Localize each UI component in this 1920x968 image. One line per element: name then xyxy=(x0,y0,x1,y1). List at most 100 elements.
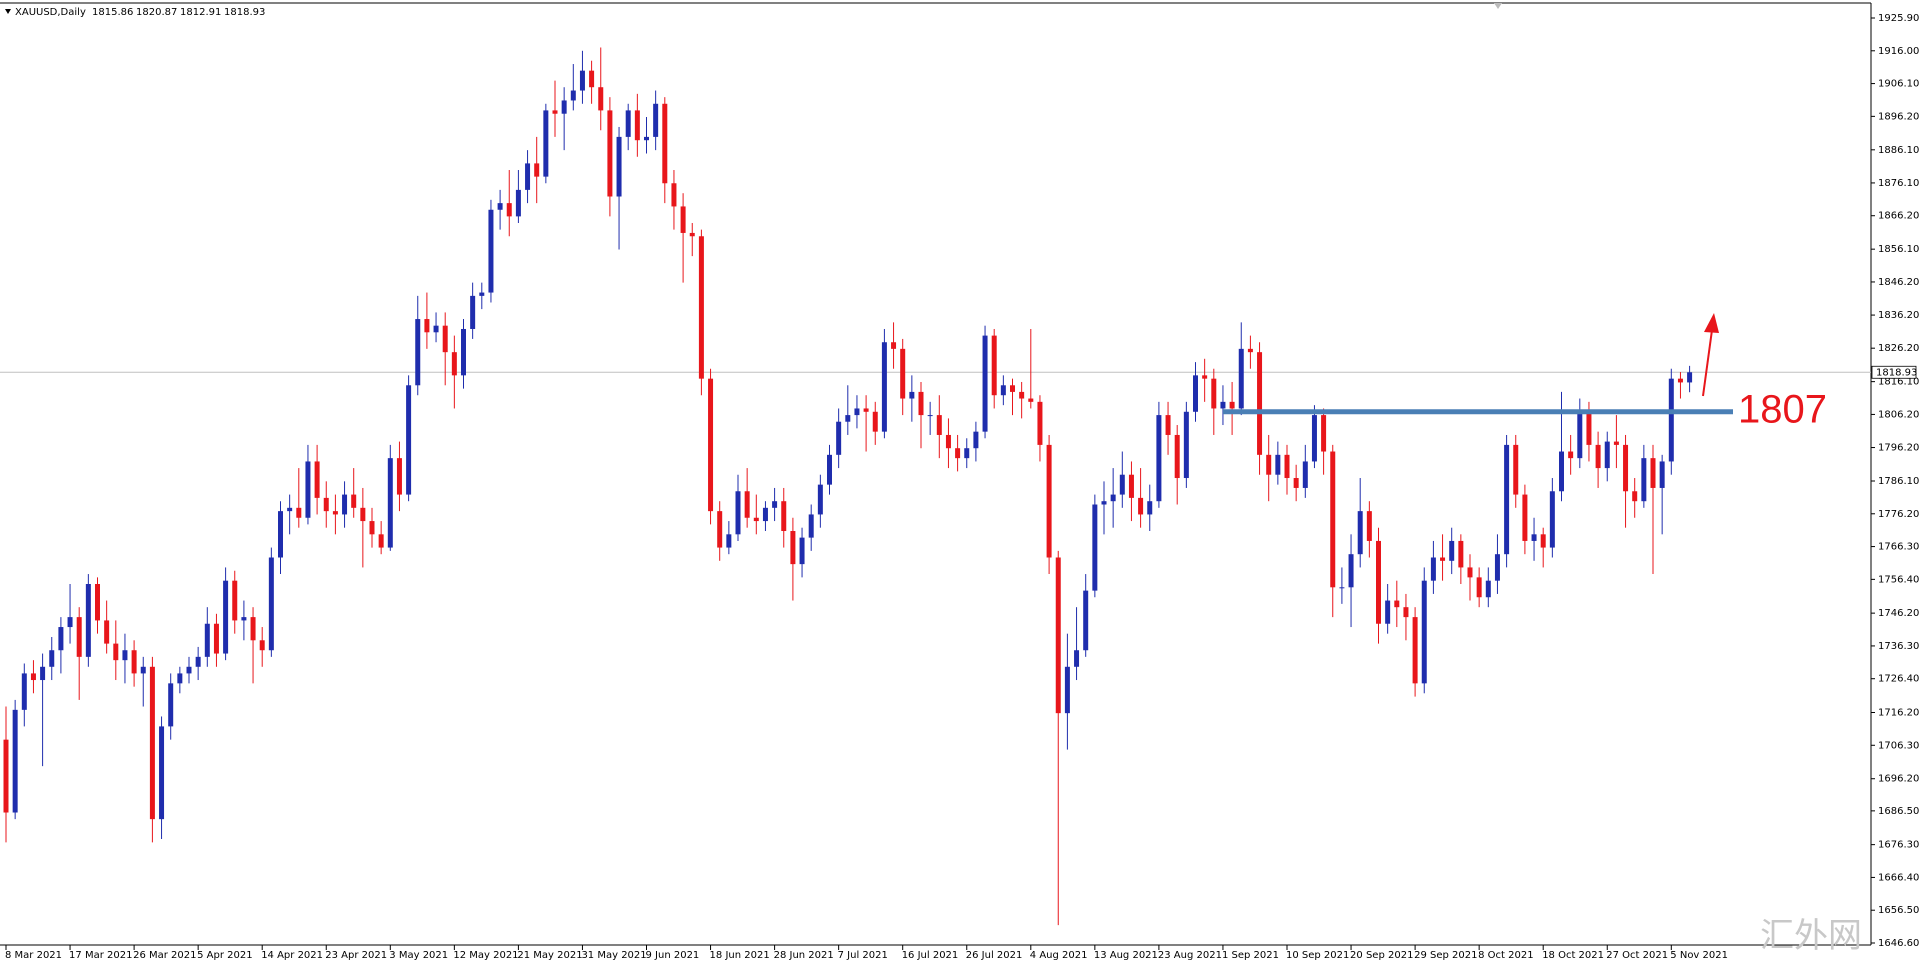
candle-body xyxy=(223,580,229,654)
candle-body xyxy=(570,90,576,101)
candle-body xyxy=(342,494,348,515)
x-tick-label: 8 Oct 2021 xyxy=(1478,950,1533,961)
y-tick-label: 1806.20 xyxy=(1878,409,1919,420)
candle-body xyxy=(1357,511,1363,555)
candle-body xyxy=(122,650,128,661)
x-tick-label: 14 Apr 2021 xyxy=(261,950,323,961)
candle-body xyxy=(1028,398,1034,402)
candle-body xyxy=(634,110,640,141)
y-tick-label: 1676.30 xyxy=(1878,840,1919,851)
candle-body xyxy=(488,209,494,293)
candle-body xyxy=(689,232,695,237)
x-tick-label: 17 Mar 2021 xyxy=(69,950,132,961)
candle-body xyxy=(836,421,842,455)
candle-body xyxy=(543,110,549,177)
y-tick-label: 1866.20 xyxy=(1878,211,1919,222)
candle-body xyxy=(945,434,951,449)
close-value: 1818.93 xyxy=(224,7,265,18)
candle-body xyxy=(1403,607,1409,618)
y-tick-label: 1816.10 xyxy=(1878,377,1919,388)
candle-body xyxy=(1019,391,1025,399)
candle-body xyxy=(1641,458,1647,502)
candle-body xyxy=(1202,375,1208,379)
y-tick-label: 1886.10 xyxy=(1878,145,1919,156)
candle-body xyxy=(250,617,256,641)
candle-body xyxy=(534,163,540,177)
candle-body xyxy=(1193,375,1198,412)
candle-body xyxy=(305,461,311,518)
x-tick-label: 1 Sep 2021 xyxy=(1222,950,1279,961)
candle-body xyxy=(241,617,247,621)
candle-body xyxy=(1513,444,1519,495)
x-tick-label: 20 Sep 2021 xyxy=(1350,950,1413,961)
candle-body xyxy=(799,537,805,565)
candle-body xyxy=(1229,401,1235,409)
y-tick-label: 1796.20 xyxy=(1878,443,1919,454)
candle-body xyxy=(827,454,832,485)
candle-body xyxy=(1421,580,1427,684)
candle-body xyxy=(1101,501,1107,505)
candle-body xyxy=(781,501,787,532)
candle-body xyxy=(1586,411,1592,445)
candle-body xyxy=(808,514,814,538)
candle-body xyxy=(1613,441,1619,445)
candle-body xyxy=(378,534,384,548)
symbol-menu-icon xyxy=(5,9,11,14)
x-tick-label: 26 Mar 2021 xyxy=(133,950,196,961)
candle-body xyxy=(1385,600,1391,624)
candle-body xyxy=(717,511,723,548)
candle-body xyxy=(1010,385,1015,392)
candle-body xyxy=(616,136,622,197)
candle-body xyxy=(982,335,988,432)
candle-body xyxy=(891,342,897,349)
candle-body xyxy=(671,183,677,207)
candle-body xyxy=(1074,650,1080,667)
x-tick-label: 8 Mar 2021 xyxy=(5,950,62,961)
candle-body xyxy=(67,617,73,628)
x-tick-label: 12 May 2021 xyxy=(453,950,518,961)
candle-body xyxy=(1577,411,1583,459)
candle-body xyxy=(232,580,238,621)
y-tick-label: 1925.90 xyxy=(1878,13,1919,24)
candle-body xyxy=(753,517,759,522)
candle-body xyxy=(76,617,82,657)
candle-body xyxy=(296,507,302,518)
candle-body xyxy=(159,726,165,820)
candle-body xyxy=(451,352,457,376)
candle-body xyxy=(552,110,558,114)
candle-body xyxy=(387,458,393,548)
candle-body xyxy=(1449,540,1455,561)
y-tick-label: 1706.30 xyxy=(1878,740,1919,751)
x-tick-label: 4 Aug 2021 xyxy=(1030,950,1088,961)
candle-body xyxy=(1211,378,1217,409)
x-tick-label: 7 Jul 2021 xyxy=(838,950,888,961)
y-tick-label: 1906.10 xyxy=(1878,79,1919,90)
y-tick-label: 1916.00 xyxy=(1878,46,1919,57)
x-tick-label: 23 Aug 2021 xyxy=(1158,950,1222,961)
candle-body xyxy=(424,319,430,333)
candle-body xyxy=(85,583,91,657)
candle-body xyxy=(30,673,36,681)
candle-body xyxy=(1165,415,1171,435)
candle-body xyxy=(149,666,155,820)
candle-body xyxy=(1677,378,1683,383)
x-tick-label: 5 Apr 2021 xyxy=(197,950,252,961)
price-tag xyxy=(1871,365,1917,379)
candle-body xyxy=(1046,444,1052,558)
y-tick-label: 1786.10 xyxy=(1878,476,1919,487)
candle-body xyxy=(991,335,997,396)
candle-body xyxy=(268,557,274,651)
candle-body xyxy=(95,583,100,621)
candle-body xyxy=(579,70,585,91)
candle-body xyxy=(168,683,174,727)
candle-body xyxy=(881,342,887,432)
x-tick-label: 3 May 2021 xyxy=(389,950,448,961)
candle-body xyxy=(58,627,64,651)
candle-body xyxy=(1476,577,1482,598)
candle-body xyxy=(662,103,668,184)
candle-body xyxy=(1650,458,1656,488)
candle-body xyxy=(1220,401,1226,409)
candle-body xyxy=(360,507,366,522)
candle-body xyxy=(1549,491,1555,548)
x-tick-label: 29 Sep 2021 xyxy=(1414,950,1477,961)
